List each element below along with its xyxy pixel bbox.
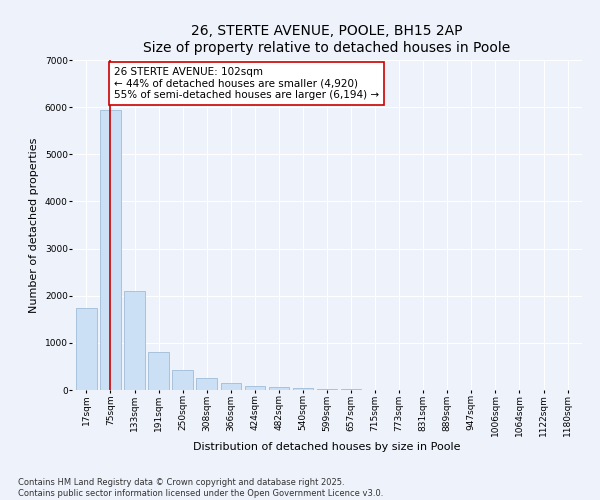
Bar xyxy=(341,389,361,390)
Bar xyxy=(293,388,313,390)
Bar xyxy=(269,387,289,390)
Bar xyxy=(148,352,169,390)
Text: 26 STERTE AVENUE: 102sqm
← 44% of detached houses are smaller (4,920)
55% of sem: 26 STERTE AVENUE: 102sqm ← 44% of detach… xyxy=(114,67,379,100)
Bar xyxy=(196,378,217,390)
Bar xyxy=(100,110,121,390)
Title: 26, STERTE AVENUE, POOLE, BH15 2AP
Size of property relative to detached houses : 26, STERTE AVENUE, POOLE, BH15 2AP Size … xyxy=(143,24,511,54)
Bar xyxy=(245,386,265,390)
Bar xyxy=(221,383,241,390)
Y-axis label: Number of detached properties: Number of detached properties xyxy=(29,138,39,312)
Bar xyxy=(76,308,97,390)
X-axis label: Distribution of detached houses by size in Poole: Distribution of detached houses by size … xyxy=(193,442,461,452)
Bar xyxy=(172,370,193,390)
Bar xyxy=(124,291,145,390)
Text: Contains HM Land Registry data © Crown copyright and database right 2025.
Contai: Contains HM Land Registry data © Crown c… xyxy=(18,478,383,498)
Bar xyxy=(317,388,337,390)
